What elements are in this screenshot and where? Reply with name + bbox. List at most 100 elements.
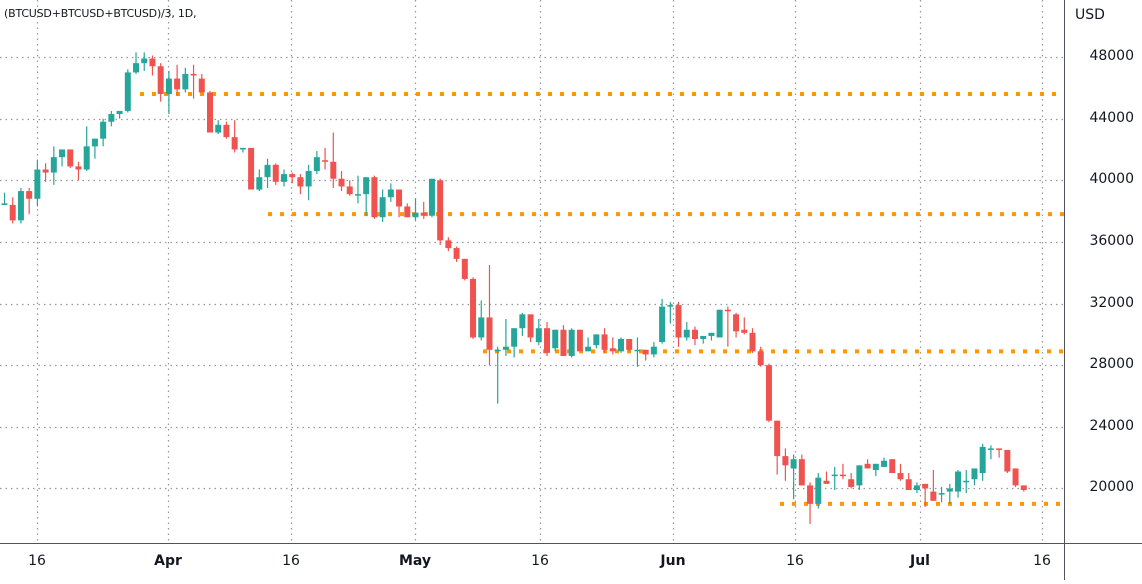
candle-down[interactable] bbox=[601, 334, 608, 350]
candle-down[interactable] bbox=[223, 124, 230, 138]
candle-up[interactable] bbox=[182, 73, 189, 90]
candle-up[interactable] bbox=[239, 147, 246, 150]
candle-up[interactable] bbox=[494, 349, 501, 352]
candle-up[interactable] bbox=[946, 488, 953, 492]
candle-down[interactable] bbox=[437, 180, 444, 241]
candle-up[interactable] bbox=[831, 474, 838, 477]
candle-up[interactable] bbox=[165, 78, 172, 94]
candle-down[interactable] bbox=[864, 463, 871, 469]
candle-up[interactable] bbox=[708, 332, 715, 336]
candle-up[interactable] bbox=[1, 203, 8, 205]
candle-up[interactable] bbox=[264, 164, 271, 178]
candle-up[interactable] bbox=[618, 339, 624, 352]
candle-down[interactable] bbox=[922, 483, 929, 489]
candle-up[interactable] bbox=[856, 465, 863, 486]
candle-up[interactable] bbox=[478, 317, 485, 338]
candle-down[interactable] bbox=[733, 314, 740, 332]
candle-down[interactable] bbox=[1020, 485, 1027, 491]
candle-up[interactable] bbox=[116, 110, 123, 115]
candle-up[interactable] bbox=[872, 463, 879, 470]
candle-down[interactable] bbox=[905, 479, 912, 491]
candle-down[interactable] bbox=[996, 448, 1003, 450]
candle-up[interactable] bbox=[280, 174, 287, 182]
candle-down[interactable] bbox=[848, 479, 855, 487]
candle-up[interactable] bbox=[511, 328, 518, 347]
candle-down[interactable] bbox=[691, 329, 698, 340]
candle-down[interactable] bbox=[190, 73, 197, 76]
candle-up[interactable] bbox=[913, 485, 920, 491]
candle-up[interactable] bbox=[59, 149, 66, 158]
candle-down[interactable] bbox=[749, 332, 756, 352]
candle-down[interactable] bbox=[765, 365, 772, 421]
candle-down[interactable] bbox=[346, 186, 353, 195]
candle-down[interactable] bbox=[774, 420, 781, 457]
candle-down[interactable] bbox=[371, 177, 378, 218]
candle-down[interactable] bbox=[544, 328, 551, 353]
candle-up[interactable] bbox=[979, 446, 986, 474]
candle-down[interactable] bbox=[198, 78, 205, 93]
candle-up[interactable] bbox=[91, 138, 98, 147]
candle-up[interactable] bbox=[881, 460, 888, 467]
candle-down[interactable] bbox=[889, 459, 896, 474]
candle-up[interactable] bbox=[50, 157, 57, 173]
candle-up[interactable] bbox=[215, 124, 222, 133]
candle-down[interactable] bbox=[782, 456, 789, 466]
candle-down[interactable] bbox=[839, 474, 846, 477]
candle-down[interactable] bbox=[930, 491, 937, 501]
candle-up[interactable] bbox=[133, 63, 140, 73]
candle-up[interactable] bbox=[667, 305, 674, 307]
candle-up[interactable] bbox=[387, 189, 394, 198]
candle-down[interactable] bbox=[576, 329, 583, 352]
candle-up[interactable] bbox=[313, 157, 320, 172]
candle-up[interactable] bbox=[938, 493, 945, 495]
candle-down[interactable] bbox=[289, 174, 296, 178]
candle-up[interactable] bbox=[790, 459, 797, 469]
candle-up[interactable] bbox=[17, 191, 24, 221]
candle-down[interactable] bbox=[75, 166, 82, 170]
candle-up[interactable] bbox=[141, 58, 148, 64]
candle-up[interactable] bbox=[379, 197, 386, 218]
candle-up[interactable] bbox=[700, 335, 707, 340]
candle-down[interactable] bbox=[9, 204, 16, 221]
candle-up[interactable] bbox=[963, 480, 970, 483]
candle-down[interactable] bbox=[297, 177, 304, 187]
candle-up[interactable] bbox=[971, 468, 978, 480]
candle-down[interactable] bbox=[1012, 468, 1019, 486]
candle-up[interactable] bbox=[634, 349, 641, 352]
candle-down[interactable] bbox=[420, 212, 427, 216]
candle-down[interactable] bbox=[453, 248, 460, 259]
candle-up[interactable] bbox=[305, 171, 312, 187]
candle-up[interactable] bbox=[568, 329, 575, 356]
candle-down[interactable] bbox=[330, 161, 337, 179]
candle-up[interactable] bbox=[535, 328, 542, 343]
candle-down[interactable] bbox=[461, 258, 468, 279]
candle-down[interactable] bbox=[807, 485, 814, 504]
candle-down[interactable] bbox=[560, 329, 567, 356]
candle-up[interactable] bbox=[650, 346, 657, 355]
candle-up[interactable] bbox=[987, 448, 994, 450]
candle-down[interactable] bbox=[338, 178, 345, 187]
candle-down[interactable] bbox=[897, 473, 904, 480]
candle-up[interactable] bbox=[955, 471, 962, 492]
candle-up[interactable] bbox=[83, 146, 90, 170]
candle-down[interactable] bbox=[445, 240, 452, 249]
candle-down[interactable] bbox=[642, 349, 649, 355]
candle-up[interactable] bbox=[502, 346, 509, 350]
candle-up[interactable] bbox=[585, 346, 592, 352]
candle-down[interactable] bbox=[231, 137, 238, 150]
candle-down[interactable] bbox=[26, 191, 33, 199]
candle-up[interactable] bbox=[683, 329, 690, 338]
candle-down[interactable] bbox=[396, 189, 403, 207]
candle-down[interactable] bbox=[798, 459, 805, 486]
candle-up[interactable] bbox=[815, 477, 822, 504]
candle-down[interactable] bbox=[207, 92, 213, 133]
candle-down[interactable] bbox=[724, 309, 731, 312]
candle-down[interactable] bbox=[486, 317, 493, 350]
candle-down[interactable] bbox=[527, 314, 534, 338]
candle-down[interactable] bbox=[823, 480, 830, 484]
candle-up[interactable] bbox=[354, 194, 361, 196]
candle-up[interactable] bbox=[428, 178, 435, 216]
candle-down[interactable] bbox=[149, 58, 156, 67]
